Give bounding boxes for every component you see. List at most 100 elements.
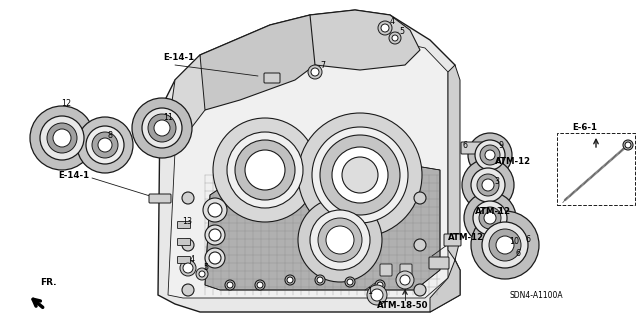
Circle shape — [623, 140, 633, 150]
Circle shape — [180, 260, 196, 276]
Circle shape — [287, 277, 293, 283]
FancyBboxPatch shape — [177, 256, 191, 263]
Circle shape — [308, 65, 322, 79]
Circle shape — [317, 277, 323, 283]
FancyBboxPatch shape — [177, 239, 191, 246]
Circle shape — [205, 225, 225, 245]
Circle shape — [235, 140, 295, 200]
Circle shape — [318, 218, 362, 262]
Circle shape — [183, 263, 193, 273]
Circle shape — [471, 168, 505, 202]
Polygon shape — [205, 160, 440, 290]
Circle shape — [477, 174, 499, 196]
Text: 13: 13 — [182, 217, 192, 226]
FancyBboxPatch shape — [149, 194, 171, 203]
Circle shape — [332, 147, 388, 203]
Circle shape — [53, 129, 71, 147]
FancyBboxPatch shape — [380, 264, 392, 276]
Circle shape — [473, 201, 507, 235]
Circle shape — [182, 192, 194, 204]
Text: 10: 10 — [509, 236, 519, 246]
Circle shape — [485, 150, 495, 160]
FancyBboxPatch shape — [461, 142, 483, 154]
Text: 6: 6 — [525, 235, 531, 244]
Text: 8: 8 — [108, 131, 113, 140]
Polygon shape — [295, 10, 420, 70]
FancyBboxPatch shape — [177, 221, 191, 228]
Circle shape — [484, 212, 496, 224]
Text: 5: 5 — [204, 263, 209, 271]
Text: E-14-1: E-14-1 — [163, 54, 194, 63]
Circle shape — [414, 192, 426, 204]
FancyBboxPatch shape — [557, 133, 635, 205]
Text: 5: 5 — [399, 27, 404, 36]
Circle shape — [389, 32, 401, 44]
Text: 2: 2 — [497, 207, 502, 217]
Text: 9: 9 — [499, 140, 504, 150]
FancyBboxPatch shape — [400, 264, 412, 276]
Text: 3: 3 — [495, 176, 499, 186]
Circle shape — [400, 275, 410, 285]
Circle shape — [148, 114, 176, 142]
Circle shape — [378, 21, 392, 35]
Circle shape — [209, 229, 221, 241]
Circle shape — [400, 275, 410, 285]
Circle shape — [312, 127, 408, 223]
Circle shape — [98, 138, 112, 152]
Circle shape — [482, 179, 494, 191]
Circle shape — [285, 275, 295, 285]
Circle shape — [92, 132, 118, 158]
Circle shape — [480, 145, 500, 165]
Polygon shape — [430, 260, 460, 312]
Circle shape — [468, 133, 512, 177]
Text: 11: 11 — [163, 114, 173, 122]
Circle shape — [213, 118, 317, 222]
Circle shape — [414, 284, 426, 296]
Text: 4: 4 — [189, 256, 195, 264]
Circle shape — [479, 207, 501, 229]
Circle shape — [345, 277, 355, 287]
Circle shape — [196, 268, 208, 280]
Polygon shape — [168, 55, 205, 140]
FancyBboxPatch shape — [444, 234, 461, 246]
Circle shape — [132, 98, 192, 158]
Text: 6: 6 — [463, 142, 467, 151]
Circle shape — [86, 126, 124, 164]
Text: ATM-12: ATM-12 — [495, 158, 531, 167]
Circle shape — [227, 132, 303, 208]
Circle shape — [30, 106, 94, 170]
Circle shape — [471, 211, 539, 279]
Circle shape — [77, 117, 133, 173]
Circle shape — [464, 192, 516, 244]
Circle shape — [402, 277, 408, 283]
Circle shape — [315, 275, 325, 285]
Polygon shape — [195, 15, 315, 110]
Circle shape — [225, 280, 235, 290]
FancyBboxPatch shape — [429, 257, 449, 269]
Circle shape — [209, 252, 221, 264]
Circle shape — [298, 198, 382, 282]
Circle shape — [371, 289, 383, 301]
Circle shape — [182, 284, 194, 296]
Circle shape — [396, 271, 414, 289]
Circle shape — [367, 285, 387, 305]
Circle shape — [255, 280, 265, 290]
Circle shape — [489, 229, 521, 261]
Circle shape — [203, 198, 227, 222]
Circle shape — [462, 159, 514, 211]
FancyBboxPatch shape — [264, 73, 280, 83]
Circle shape — [257, 282, 263, 288]
Circle shape — [245, 150, 285, 190]
Text: ATM-12: ATM-12 — [475, 207, 511, 217]
Circle shape — [208, 203, 222, 217]
Text: 12: 12 — [61, 99, 71, 108]
Circle shape — [326, 226, 354, 254]
Circle shape — [310, 210, 370, 270]
Circle shape — [227, 282, 233, 288]
Text: E-6-1: E-6-1 — [573, 123, 598, 132]
Circle shape — [392, 35, 398, 41]
Circle shape — [182, 239, 194, 251]
Text: 4: 4 — [390, 18, 394, 26]
Circle shape — [381, 24, 389, 32]
Circle shape — [496, 236, 514, 254]
